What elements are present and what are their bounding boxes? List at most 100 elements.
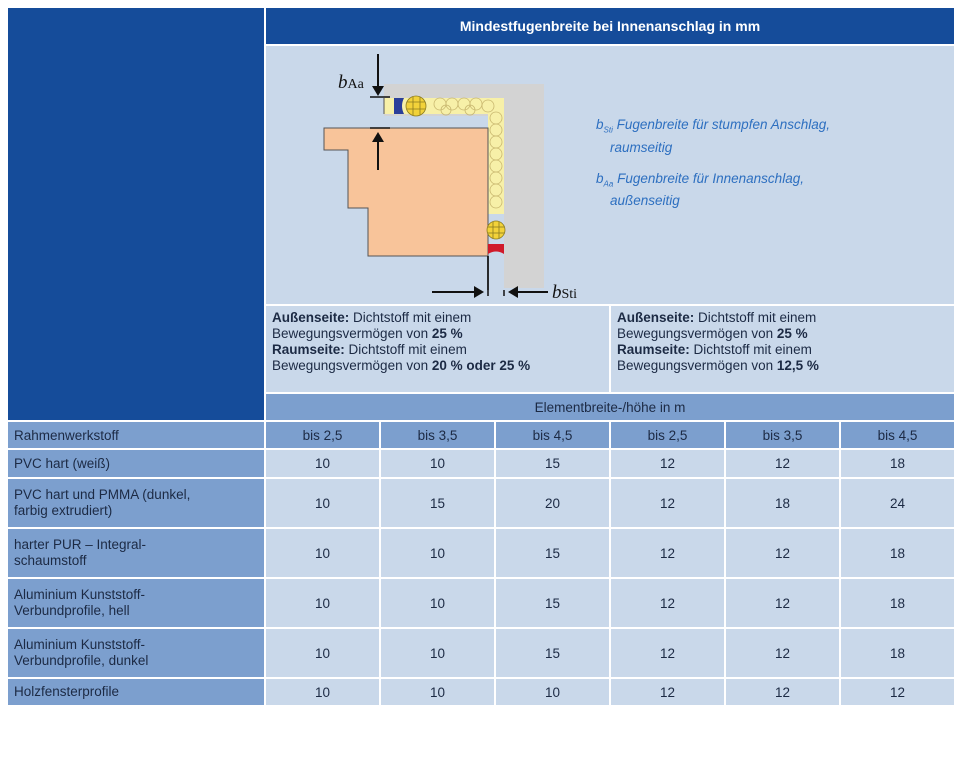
- g2-in-value: 12,5 %: [776, 358, 819, 373]
- legend-sti-line2: raumseitig: [610, 139, 673, 155]
- foam-texture: [433, 97, 503, 209]
- joint-diagram-cell: bAa bSti bSti Fugenbreite für stumpfen A…: [266, 46, 955, 304]
- row-value: 10: [266, 479, 379, 527]
- header-col-1: bis 2,5: [266, 422, 379, 448]
- row-value: 12: [726, 529, 839, 577]
- header-col-4: bis 2,5: [611, 422, 724, 448]
- header-col-3: bis 4,5: [496, 422, 609, 448]
- g2-in-label: Raumseite:: [617, 342, 690, 357]
- row-value: 10: [266, 450, 379, 477]
- row-value: 10: [381, 579, 494, 627]
- row-value: 18: [841, 529, 955, 577]
- joint-diagram: bAa bSti: [323, 54, 577, 303]
- row-value: 18: [726, 479, 839, 527]
- backer-rod-bottom: [486, 220, 506, 240]
- table-row: PVC hart und PMMA (dunkel, farbig extrudi…: [8, 479, 955, 527]
- row-value: 20: [496, 479, 609, 527]
- group-description-2: Außenseite: Dichtstoff mit einem Bewegun…: [611, 306, 955, 392]
- backer-rod-top: [405, 95, 427, 117]
- inner-sealant: [488, 244, 504, 254]
- header-col-5: bis 3,5: [726, 422, 839, 448]
- g1-in-value: 20 % oder 25 %: [431, 358, 531, 373]
- window-frame: [323, 127, 489, 257]
- table-row: Aluminium Kunststoff- Verbundprofile, hel…: [8, 579, 955, 627]
- g2-out-text: Dichtstoff mit einem: [694, 310, 817, 325]
- row-value: 12: [726, 629, 839, 677]
- table-row: Aluminium Kunststoff- Verbundprofile, dun…: [8, 629, 955, 677]
- g2-out-value: 25 %: [776, 326, 808, 341]
- g1-in-text2: Bewegungsvermögen von: [272, 358, 432, 373]
- row-value: 15: [496, 450, 609, 477]
- group-description-1: Außenseite: Dichtstoff mit einem Bewegun…: [266, 306, 609, 392]
- legend-sti-base: b: [596, 117, 604, 132]
- g1-out-text: Dichtstoff mit einem: [349, 310, 472, 325]
- row-value: 10: [381, 679, 494, 705]
- label-aa-sub: Aa: [348, 77, 365, 92]
- label-aa-base: b: [338, 72, 348, 93]
- table-row: harter PUR – Integral-schaumstoff 10 10 …: [8, 529, 955, 577]
- corner-cell: [8, 8, 264, 420]
- row-value: 12: [611, 579, 724, 627]
- row-label: PVC hart (weiß): [8, 450, 264, 477]
- row-value: 15: [496, 629, 609, 677]
- row-value: 10: [266, 529, 379, 577]
- row-value: 12: [841, 679, 955, 705]
- row-value: 15: [381, 479, 494, 527]
- row-value: 12: [611, 479, 724, 527]
- aa-dimension-arrows: [370, 54, 390, 170]
- legend-sti-line1: Fugenbreite für stumpfen Anschlag,: [616, 117, 830, 132]
- sti-dimension-arrows: [432, 256, 548, 298]
- row-value: 18: [841, 579, 955, 627]
- row-value: 10: [266, 579, 379, 627]
- g1-out-text2: Bewegungsvermögen von: [272, 326, 432, 341]
- legend-aa-line1: Fugenbreite für Innenanschlag,: [617, 170, 804, 186]
- row-label: harter PUR – Integral-schaumstoff: [8, 529, 264, 577]
- label-sti-base: b: [552, 282, 562, 303]
- row-value: 12: [726, 679, 839, 705]
- row-value: 12: [611, 529, 724, 577]
- row-value: 12: [726, 450, 839, 477]
- legend-aa-line2: außenseitig: [610, 193, 680, 209]
- row-value: 10: [266, 629, 379, 677]
- g1-out-value: 25 %: [431, 326, 463, 341]
- header-frame-material: Rahmenwerkstoff: [8, 422, 264, 448]
- row-value: 15: [496, 579, 609, 627]
- g2-out-text2: Bewegungsvermögen von: [617, 326, 777, 341]
- legend-aa-base: b: [596, 170, 604, 186]
- g2-out-label: Außenseite:: [617, 310, 695, 325]
- legend-aa-sub: Aa: [603, 179, 614, 189]
- row-label: PVC hart und PMMA (dunkel, farbig extrudi…: [8, 479, 264, 527]
- legend-sti-sub: Sti: [603, 125, 613, 135]
- row-value: 12: [611, 679, 724, 705]
- row-value: 10: [381, 529, 494, 577]
- table-row: Holzfensterprofile 10 10 10 12 12 12: [8, 679, 955, 705]
- header-col-2: bis 3,5: [381, 422, 494, 448]
- row-value: 10: [266, 679, 379, 705]
- g2-in-text2: Bewegungsvermögen von: [617, 358, 777, 373]
- row-value: 24: [841, 479, 955, 527]
- row-value: 10: [381, 450, 494, 477]
- row-value: 10: [496, 679, 609, 705]
- row-value: 18: [841, 629, 955, 677]
- row-value: 12: [611, 450, 724, 477]
- g1-in-label: Raumseite:: [272, 342, 345, 357]
- g2-in-text: Dichtstoff mit einem: [689, 342, 812, 357]
- row-label: Aluminium Kunststoff- Verbundprofile, hel…: [8, 579, 264, 627]
- legend-item-aa: bAa Fugenbreite für Innenanschlag, außen…: [596, 170, 830, 210]
- row-value: 12: [611, 629, 724, 677]
- element-size-subheader: Elementbreite-/höhe in m: [266, 394, 955, 420]
- row-label: Aluminium Kunststoff- Verbundprofile, dun…: [8, 629, 264, 677]
- outer-sealant: [394, 98, 404, 114]
- svg-text:bSti: bSti: [552, 282, 577, 303]
- g1-out-label: Außenseite:: [272, 310, 350, 325]
- legend-item-sti: bSti Fugenbreite für stumpfen Anschlag, …: [596, 116, 830, 156]
- row-value: 10: [381, 629, 494, 677]
- row-value: 18: [841, 450, 955, 477]
- joint-width-table: Mindestfugenbreite bei Innenanschlag in …: [6, 6, 956, 707]
- header-col-6: bis 4,5: [841, 422, 955, 448]
- row-value: 12: [726, 579, 839, 627]
- g1-in-text: Dichtstoff mit einem: [344, 342, 467, 357]
- row-value: 15: [496, 529, 609, 577]
- row-label: Holzfensterprofile: [8, 679, 264, 705]
